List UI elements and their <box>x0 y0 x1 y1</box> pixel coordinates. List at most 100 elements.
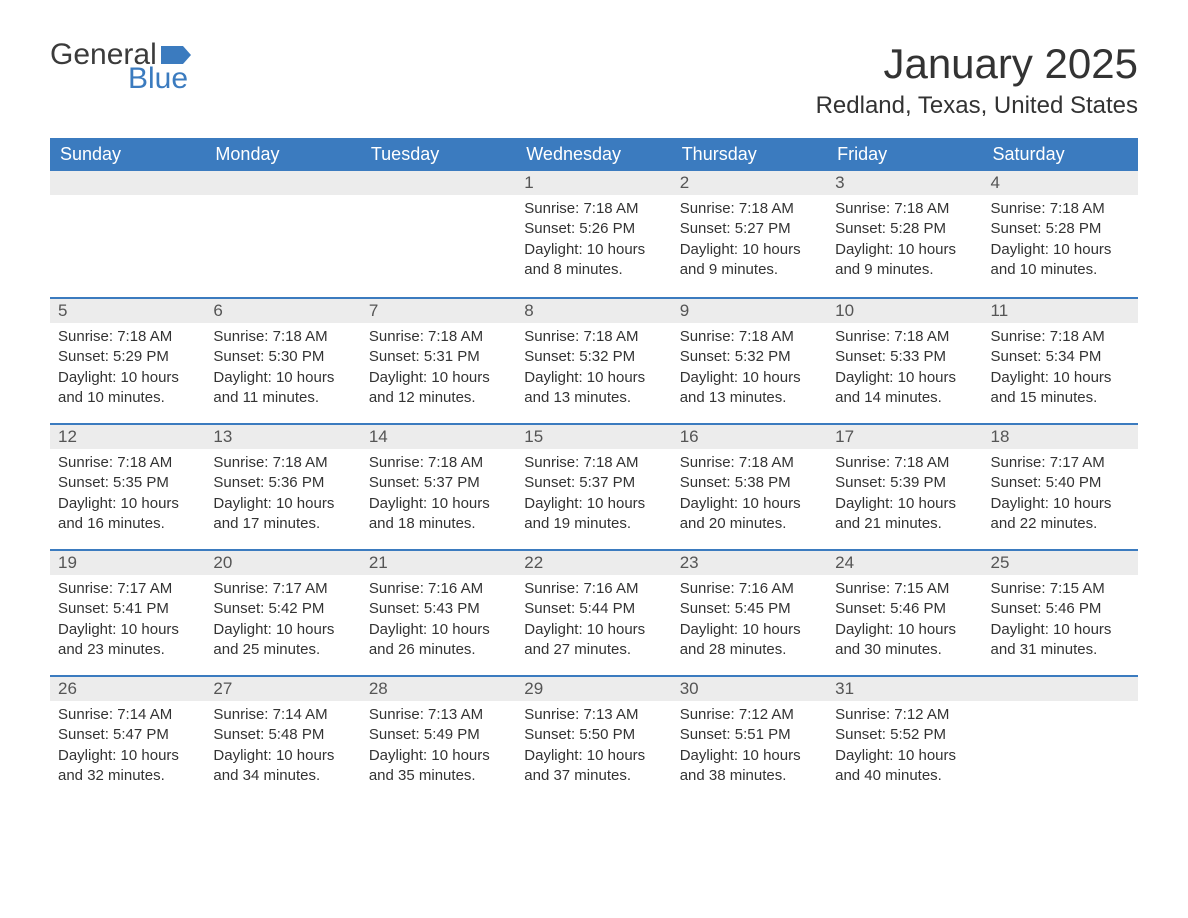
calendar-day-cell: 25Sunrise: 7:15 AMSunset: 5:46 PMDayligh… <box>983 549 1138 675</box>
daylight-line-1: Daylight: 10 hours <box>680 368 819 388</box>
sunrise-line: Sunrise: 7:16 AM <box>369 579 508 599</box>
calendar-day-cell: 18Sunrise: 7:17 AMSunset: 5:40 PMDayligh… <box>983 423 1138 549</box>
day-body: Sunrise: 7:14 AMSunset: 5:47 PMDaylight:… <box>50 701 205 794</box>
calendar-day-cell: 6Sunrise: 7:18 AMSunset: 5:30 PMDaylight… <box>205 297 360 423</box>
day-number-bar: 6 <box>205 297 360 323</box>
calendar-day-cell: 20Sunrise: 7:17 AMSunset: 5:42 PMDayligh… <box>205 549 360 675</box>
daylight-line-2: and 16 minutes. <box>58 514 197 534</box>
calendar-day-cell: 27Sunrise: 7:14 AMSunset: 5:48 PMDayligh… <box>205 675 360 801</box>
sunset-line: Sunset: 5:32 PM <box>680 347 819 367</box>
day-number-bar: 18 <box>983 423 1138 449</box>
sunrise-line: Sunrise: 7:15 AM <box>835 579 974 599</box>
calendar-day-cell: 17Sunrise: 7:18 AMSunset: 5:39 PMDayligh… <box>827 423 982 549</box>
day-number: 25 <box>991 553 1010 572</box>
calendar-day-cell: 9Sunrise: 7:18 AMSunset: 5:32 PMDaylight… <box>672 297 827 423</box>
daylight-line-1: Daylight: 10 hours <box>835 240 974 260</box>
day-number-bar <box>50 171 205 195</box>
calendar-day-cell: 15Sunrise: 7:18 AMSunset: 5:37 PMDayligh… <box>516 423 671 549</box>
daylight-line-1: Daylight: 10 hours <box>835 620 974 640</box>
sunset-line: Sunset: 5:30 PM <box>213 347 352 367</box>
weekday-header: Friday <box>827 138 982 171</box>
sunset-line: Sunset: 5:43 PM <box>369 599 508 619</box>
day-body: Sunrise: 7:18 AMSunset: 5:35 PMDaylight:… <box>50 449 205 542</box>
daylight-line-2: and 17 minutes. <box>213 514 352 534</box>
day-body: Sunrise: 7:18 AMSunset: 5:28 PMDaylight:… <box>983 195 1138 288</box>
calendar-day-cell: 2Sunrise: 7:18 AMSunset: 5:27 PMDaylight… <box>672 171 827 297</box>
day-number-bar: 13 <box>205 423 360 449</box>
calendar-day-cell: 10Sunrise: 7:18 AMSunset: 5:33 PMDayligh… <box>827 297 982 423</box>
day-number-bar: 17 <box>827 423 982 449</box>
sunrise-line: Sunrise: 7:18 AM <box>524 199 663 219</box>
sunrise-line: Sunrise: 7:18 AM <box>680 453 819 473</box>
day-number-bar: 19 <box>50 549 205 575</box>
day-body: Sunrise: 7:17 AMSunset: 5:40 PMDaylight:… <box>983 449 1138 542</box>
day-number: 28 <box>369 679 388 698</box>
calendar-day-cell: 23 Sunrise: 7:16 AMSunset: 5:45 PMDayligh… <box>672 549 827 675</box>
daylight-line-1: Daylight: 10 hours <box>524 368 663 388</box>
calendar-day-cell <box>205 171 360 297</box>
day-number: 7 <box>369 301 378 320</box>
sunset-line: Sunset: 5:45 PM <box>680 599 819 619</box>
day-number-bar: 15 <box>516 423 671 449</box>
day-number-bar: 14 <box>361 423 516 449</box>
sunrise-line: Sunrise: 7:18 AM <box>991 199 1130 219</box>
daylight-line-1: Daylight: 10 hours <box>991 620 1130 640</box>
sunset-line: Sunset: 5:40 PM <box>991 473 1130 493</box>
day-number-bar: 20 <box>205 549 360 575</box>
day-body: Sunrise: 7:16 AMSunset: 5:43 PMDaylight:… <box>361 575 516 668</box>
calendar-day-cell <box>361 171 516 297</box>
calendar-table: SundayMondayTuesdayWednesdayThursdayFrid… <box>50 138 1138 801</box>
sunrise-line: Sunrise: 7:18 AM <box>680 199 819 219</box>
sunset-line: Sunset: 5:37 PM <box>369 473 508 493</box>
sunset-line: Sunset: 5:28 PM <box>835 219 974 239</box>
daylight-line-2: and 37 minutes. <box>524 766 663 786</box>
daylight-line-2: and 10 minutes. <box>991 260 1130 280</box>
day-body: Sunrise: 7:13 AMSunset: 5:49 PMDaylight:… <box>361 701 516 794</box>
daylight-line-1: Daylight: 10 hours <box>524 746 663 766</box>
day-body: Sunrise: 7:12 AMSunset: 5:51 PMDaylight:… <box>672 701 827 794</box>
daylight-line-2: and 30 minutes. <box>835 640 974 660</box>
sunset-line: Sunset: 5:48 PM <box>213 725 352 745</box>
daylight-line-1: Daylight: 10 hours <box>213 494 352 514</box>
daylight-line-2: and 9 minutes. <box>835 260 974 280</box>
day-number-bar: 1 <box>516 171 671 195</box>
sunset-line: Sunset: 5:33 PM <box>835 347 974 367</box>
day-body: Sunrise: 7:18 AMSunset: 5:38 PMDaylight:… <box>672 449 827 542</box>
day-body <box>50 195 205 275</box>
day-body: Sunrise: 7:18 AMSunset: 5:30 PMDaylight:… <box>205 323 360 416</box>
day-number-bar: 29 <box>516 675 671 701</box>
daylight-line-1: Daylight: 10 hours <box>58 746 197 766</box>
sunset-line: Sunset: 5:52 PM <box>835 725 974 745</box>
day-number-bar: 23 <box>672 549 827 575</box>
sunset-line: Sunset: 5:37 PM <box>524 473 663 493</box>
calendar-day-cell: 26Sunrise: 7:14 AMSunset: 5:47 PMDayligh… <box>50 675 205 801</box>
daylight-line-2: and 19 minutes. <box>524 514 663 534</box>
calendar-day-cell: 16Sunrise: 7:18 AMSunset: 5:38 PMDayligh… <box>672 423 827 549</box>
sunrise-line: Sunrise: 7:15 AM <box>991 579 1130 599</box>
day-body: Sunrise: 7:14 AMSunset: 5:48 PMDaylight:… <box>205 701 360 794</box>
daylight-line-2: and 34 minutes. <box>213 766 352 786</box>
day-number-bar: 2 <box>672 171 827 195</box>
calendar-day-cell <box>50 171 205 297</box>
sunrise-line: Sunrise: 7:18 AM <box>369 453 508 473</box>
day-number: 2 <box>680 173 689 192</box>
daylight-line-2: and 22 minutes. <box>991 514 1130 534</box>
sunrise-line: Sunrise: 7:18 AM <box>835 199 974 219</box>
daylight-line-1: Daylight: 10 hours <box>991 240 1130 260</box>
sunrise-line: Sunrise: 7:18 AM <box>991 327 1130 347</box>
day-number: 20 <box>213 553 232 572</box>
header: General Blue January 2025 Redland, Texas… <box>50 40 1138 130</box>
day-body <box>205 195 360 275</box>
day-number: 23 <box>680 553 699 572</box>
day-number: 14 <box>369 427 388 446</box>
daylight-line-2: and 35 minutes. <box>369 766 508 786</box>
daylight-line-2: and 27 minutes. <box>524 640 663 660</box>
sunrise-line: Sunrise: 7:18 AM <box>213 453 352 473</box>
day-body: Sunrise: 7:18 AMSunset: 5:34 PMDaylight:… <box>983 323 1138 416</box>
day-number: 15 <box>524 427 543 446</box>
day-number-bar: 26 <box>50 675 205 701</box>
day-body: Sunrise: 7:16 AMSunset: 5:45 PMDaylight:… <box>672 575 827 668</box>
calendar-day-cell: 31Sunrise: 7:12 AMSunset: 5:52 PMDayligh… <box>827 675 982 801</box>
sunrise-line: Sunrise: 7:17 AM <box>991 453 1130 473</box>
weekday-header: Sunday <box>50 138 205 171</box>
